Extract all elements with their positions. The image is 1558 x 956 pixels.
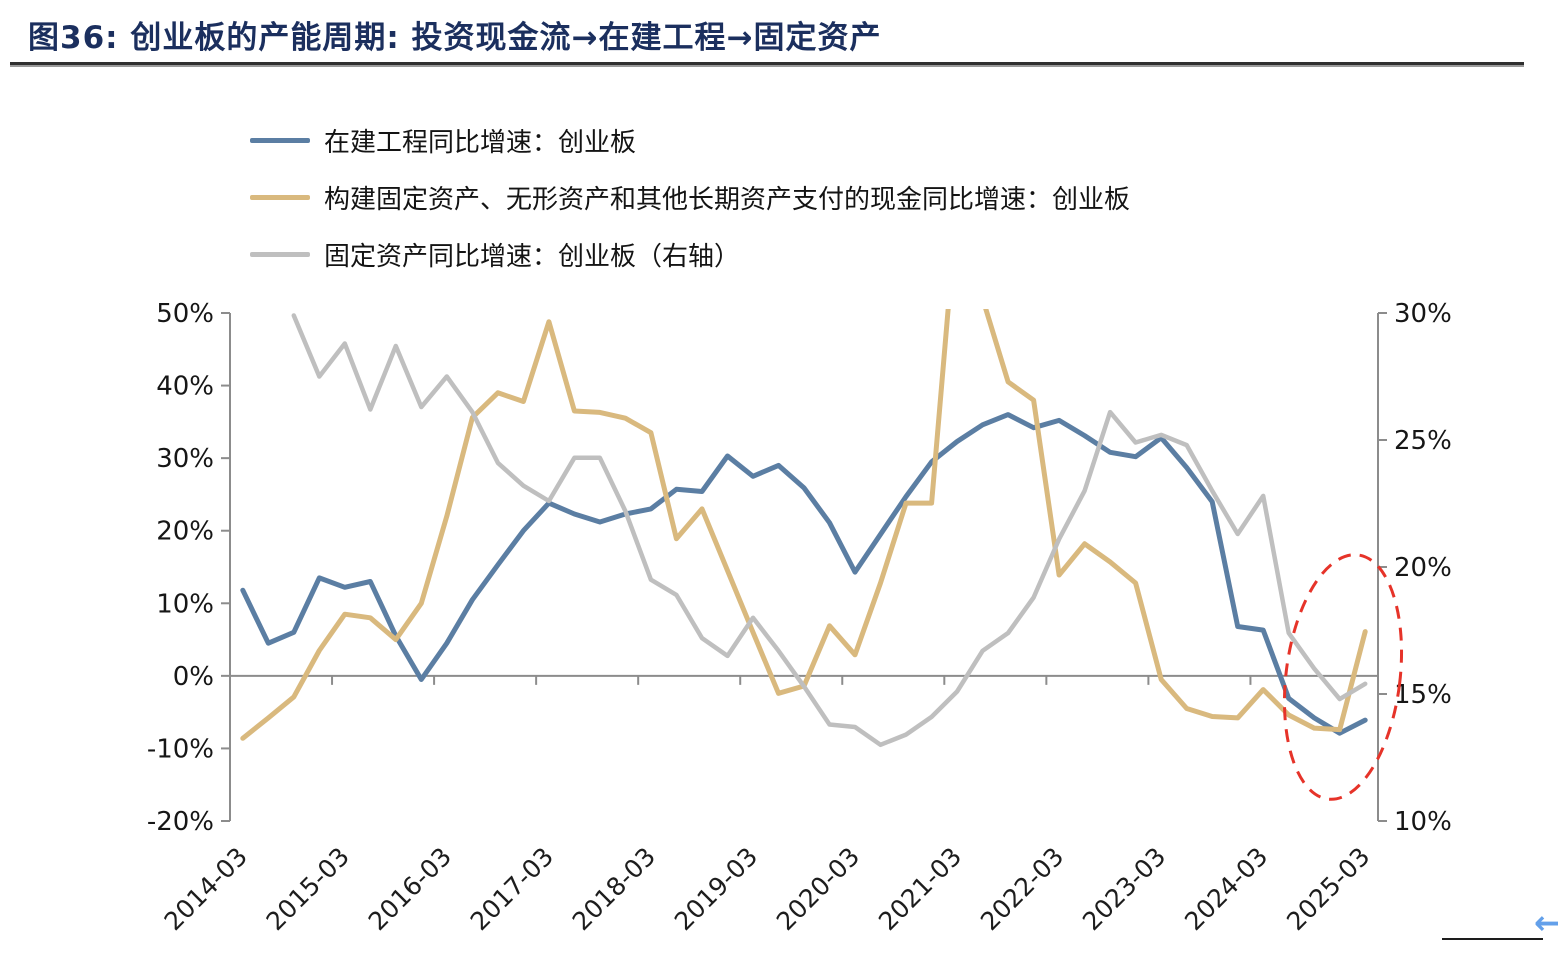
left-axis-label: 0% [173,662,214,692]
legend-item-2: 构建固定资产、无形资产和其他长期资产支付的现金同比增速：创业板 [250,169,1130,226]
x-axis-label: 2017-03 [465,842,559,936]
legend-line-swatch [250,252,310,257]
x-axis-labels: 2014-03 2015-03 2016-03 2017-03 2018-03 2019-… [159,842,1376,936]
x-axis-label: 2025-03 [1281,842,1375,936]
left-axis-label: 50% [156,299,214,329]
title-rule [10,62,1524,67]
highlight-ellipse-annotation [1282,553,1404,801]
left-axis-label: 10% [156,589,214,619]
legend-line-swatch [250,195,310,200]
legend-label: 固定资产同比增速：创业板（右轴） [324,242,741,272]
footer-rule [1442,938,1543,940]
axis-tick-labels: 50% 40% 30% 20% 10% 0% -10% -20% 30% 25% 20% 15% 10% [147,299,1452,837]
x-axis-label: 2023-03 [1077,842,1171,936]
right-axis-label: 25% [1394,426,1452,456]
legend-label: 构建固定资产、无形资产和其他长期资产支付的现金同比增速：创业板 [324,185,1131,215]
legend-item-1: 在建工程同比增速：创业板 [250,112,1130,169]
x-axis-label: 2022-03 [975,842,1069,936]
x-axis-label: 2019-03 [669,842,763,936]
right-axis-label: 10% [1394,807,1452,837]
legend-item-3: 固定资产同比增速：创业板（右轴） [250,226,1130,283]
x-axis-label: 2024-03 [1179,842,1273,936]
series-line-3 [291,313,1368,748]
x-axis-label: 2018-03 [567,842,661,936]
left-axis-label: -20% [147,807,214,837]
left-axis-label: 30% [156,444,214,474]
x-axis-label: 2014-03 [159,842,253,936]
right-axis-label: 30% [1394,299,1452,329]
x-axis-label: 2020-03 [771,842,865,936]
figure-title: 图36: 创业板的产能周期: 投资现金流→在建工程→固定资产 [28,20,882,56]
legend-label: 在建工程同比增速：创业板 [324,128,637,158]
right-axis-label: 15% [1394,680,1452,710]
x-axis-label: 2016-03 [363,842,457,936]
series-line-1 [240,412,1368,736]
series-lines [240,309,1368,748]
chart-legend: 在建工程同比增速：创业板构建固定资产、无形资产和其他长期资产支付的现金同比增速：… [250,112,1130,283]
x-axis-label: 2021-03 [873,842,967,936]
left-axis-label: 40% [156,372,214,402]
left-axis-label: -10% [147,734,214,764]
left-axis-label: 20% [156,517,214,547]
legend-line-swatch [250,138,310,143]
x-axis-label: 2015-03 [261,842,355,936]
right-axis-label: 20% [1394,553,1452,583]
back-arrow-icon[interactable]: ← [1534,903,1558,942]
axes [221,312,1387,822]
